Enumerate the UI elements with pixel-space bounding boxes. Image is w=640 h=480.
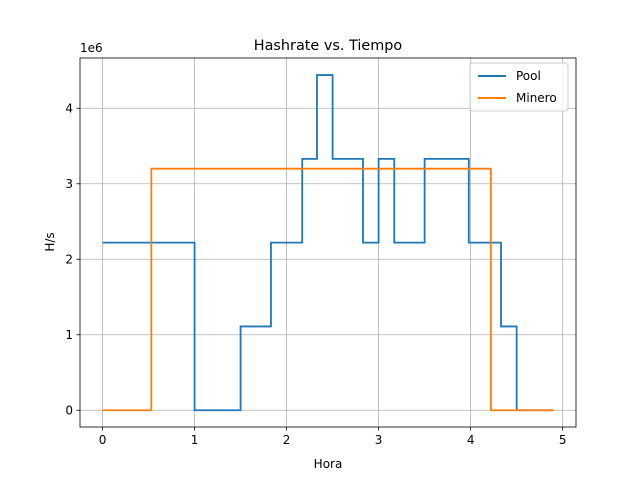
- y-ticks: 0 1 2 3 4: [65, 102, 80, 418]
- y-offset-label: 1e6: [80, 41, 103, 55]
- y-tick-label: 2: [65, 253, 73, 267]
- legend: Pool Minero: [469, 62, 569, 112]
- y-tick-label: 1: [65, 328, 73, 342]
- x-tick-label: 2: [283, 433, 291, 447]
- plot-frame: [79, 57, 577, 428]
- y-axis-label: H/s: [43, 232, 57, 251]
- x-ticks: 0 1 2 3 4 5: [99, 427, 567, 447]
- series-line-minero: [102, 167, 554, 412]
- x-tick-label: 0: [99, 433, 107, 447]
- y-tick-label: 3: [65, 177, 73, 191]
- series-line-pool: [102, 74, 554, 412]
- x-tick-label: 5: [559, 433, 567, 447]
- y-tick-label: 0: [65, 404, 73, 418]
- x-tick-label: 3: [375, 433, 383, 447]
- chart-title: Hashrate vs. Tiempo: [254, 38, 403, 54]
- legend-label-pool: Pool: [516, 69, 541, 83]
- series-lines: [102, 74, 554, 412]
- x-axis-label: Hora: [314, 457, 343, 471]
- x-tick-label: 1: [191, 433, 199, 447]
- legend-label-minero: Minero: [516, 91, 557, 105]
- y-tick-label: 4: [65, 102, 73, 116]
- x-tick-label: 4: [467, 433, 475, 447]
